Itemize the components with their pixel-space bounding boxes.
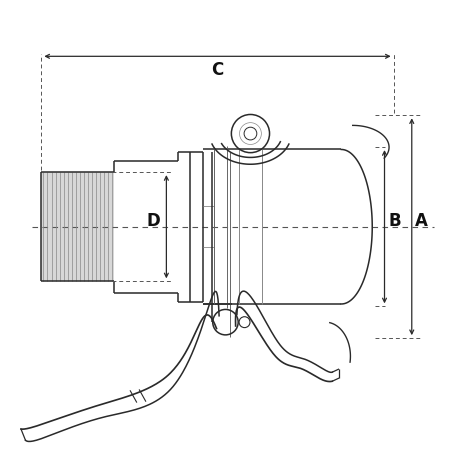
Text: A: A (414, 212, 427, 230)
Text: B: B (387, 212, 400, 230)
Bar (41, 173, 114, 282)
Text: C: C (211, 61, 223, 79)
Text: D: D (146, 212, 160, 230)
